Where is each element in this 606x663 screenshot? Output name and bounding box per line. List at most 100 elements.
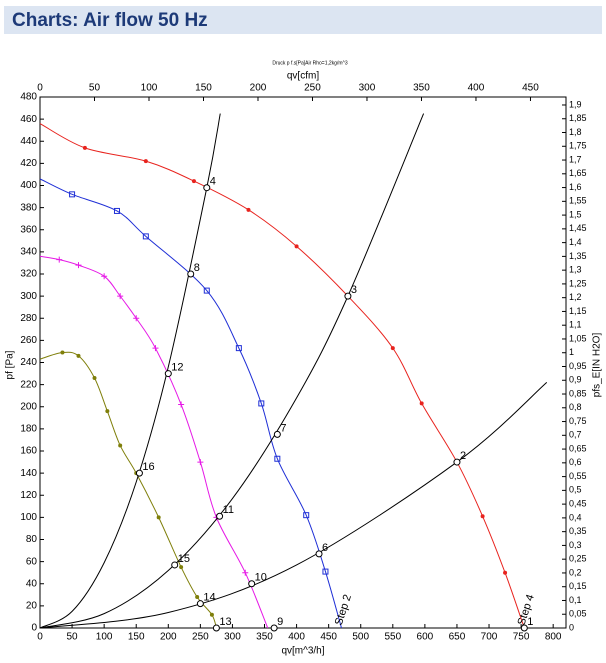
marker (60, 350, 65, 355)
y-tick-label: 220 (20, 379, 37, 390)
x-axis-label: qv[m^3/h] (281, 646, 324, 657)
marker (117, 293, 124, 300)
curve (39, 178, 342, 629)
marker (113, 207, 120, 214)
marker (503, 570, 508, 575)
point-label: 13 (219, 616, 231, 628)
y2-tick-label: 0,3 (569, 540, 582, 550)
y-tick-label: 340 (20, 247, 37, 258)
operating-point (203, 184, 211, 192)
marker (246, 207, 251, 212)
y2-tick-label: 0,7 (569, 430, 582, 440)
x-tick-label: 550 (384, 632, 401, 643)
x-tick-label: 450 (320, 632, 337, 643)
y2-tick-label: 1,1 (569, 320, 582, 330)
marker (69, 191, 76, 198)
x2-tick-label: 100 (141, 83, 158, 94)
curve (39, 255, 269, 629)
y2-tick-label: 1 (569, 347, 574, 357)
y2-tick-label: 1,35 (569, 251, 587, 261)
y2-tick-label: 1,55 (569, 196, 587, 206)
y-tick-label: 380 (20, 202, 37, 213)
curve (39, 351, 217, 629)
point-label: 2 (460, 450, 466, 462)
marker (178, 401, 185, 408)
marker (197, 459, 204, 466)
point-label: 12 (171, 361, 183, 373)
curve (39, 382, 548, 629)
marker (235, 345, 242, 352)
x-tick-label: 100 (96, 632, 113, 643)
marker (179, 565, 184, 570)
y-tick-label: 260 (20, 335, 37, 346)
marker (390, 346, 395, 351)
marker (203, 287, 210, 294)
marker (209, 612, 214, 617)
x-tick-label: 350 (256, 632, 273, 643)
point-label: 16 (142, 461, 154, 473)
y2-tick-label: 1,8 (569, 127, 582, 137)
curve (39, 123, 525, 629)
marker (56, 256, 63, 263)
point-label: 11 (223, 504, 234, 516)
y-tick-label: 20 (26, 601, 38, 612)
marker (82, 145, 87, 150)
operating-point (248, 580, 256, 588)
header-title: Charts: Air flow 50 Hz (12, 10, 208, 31)
x-tick-label: 800 (545, 632, 562, 643)
y-tick-label: 360 (20, 224, 37, 235)
y2-tick-label: 0,35 (569, 526, 587, 536)
y2-tick-label: 1,05 (569, 333, 587, 343)
operating-point (270, 624, 278, 632)
y2-tick-label: 1,6 (569, 182, 582, 192)
y-tick-label: 300 (20, 291, 37, 302)
y2-tick-label: 0,5 (569, 485, 582, 495)
y-tick-label: 480 (20, 92, 37, 103)
marker (258, 400, 265, 407)
y2-tick-label: 0,95 (569, 361, 587, 371)
point-label: 8 (194, 262, 200, 274)
marker (480, 514, 485, 519)
marker (191, 179, 196, 184)
y2-axis-label: pfs_E[IN H2O] (592, 333, 603, 398)
point-label: 7 (280, 422, 286, 434)
y2-tick-label: 0,55 (569, 471, 587, 481)
operating-point (344, 292, 352, 300)
y2-tick-label: 0,25 (569, 554, 587, 564)
x2-axis-label: qv[cfm] (287, 71, 319, 82)
marker (152, 345, 159, 352)
x-tick-label: 400 (288, 632, 305, 643)
x-tick-label: 300 (224, 632, 241, 643)
x2-tick-label: 250 (304, 83, 321, 94)
header: Charts: Air flow 50 Hz (4, 6, 602, 34)
plot-frame (39, 96, 567, 629)
marker (118, 443, 123, 448)
y2-tick-label: 0,85 (569, 388, 587, 398)
y2-tick-label: 0 (569, 622, 574, 632)
point-label: 10 (255, 572, 267, 584)
y2-tick-label: 1,2 (569, 292, 582, 302)
y2-tick-label: 1,75 (569, 141, 587, 151)
x-tick-label: 500 (352, 632, 369, 643)
y2-tick-label: 0,45 (569, 499, 587, 509)
y-tick-label: 0 (31, 623, 37, 634)
marker (322, 568, 329, 575)
y-tick-label: 440 (20, 136, 37, 147)
series-label: Step 4 (516, 593, 537, 627)
y2-tick-label: 1,4 (569, 237, 582, 247)
point-label: 1 (527, 616, 533, 628)
x-tick-label: 750 (513, 632, 530, 643)
marker (75, 262, 82, 269)
x-tick-label: 600 (417, 632, 434, 643)
operating-point (187, 270, 195, 278)
x2-tick-label: 50 (89, 83, 101, 94)
x2-tick-label: 350 (413, 83, 430, 94)
marker (142, 233, 149, 240)
curve (39, 113, 425, 629)
x-tick-label: 650 (449, 632, 466, 643)
y-tick-label: 240 (20, 357, 37, 368)
x2-tick-label: 450 (522, 83, 539, 94)
marker (143, 159, 148, 164)
point-label: 4 (210, 176, 216, 188)
